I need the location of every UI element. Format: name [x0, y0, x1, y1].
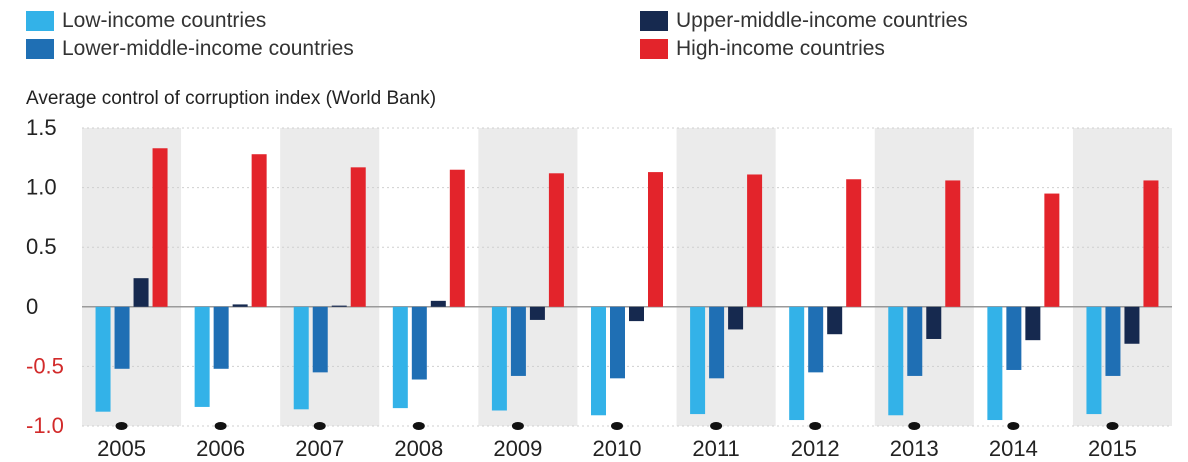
bar-2009-series-2 [529, 306, 545, 320]
bar-2007-series-0 [293, 306, 309, 410]
x-axis-marker-2006 [214, 422, 227, 430]
x-axis-marker-2009 [511, 422, 524, 430]
y-tick-label: -1.0 [26, 413, 64, 438]
x-axis-marker-2012 [809, 422, 822, 430]
bar-2008-series-0 [392, 306, 408, 409]
x-tick-label-2005: 2005 [97, 436, 146, 461]
bar-2010-series-0 [591, 306, 606, 416]
bar-2011-series-0 [690, 306, 706, 415]
x-tick-label-2009: 2009 [493, 436, 542, 461]
bar-2009-series-3 [548, 173, 564, 307]
bar-2012-series-3 [846, 179, 862, 307]
bar-2010-series-3 [648, 172, 663, 307]
bar-2008-series-2 [430, 300, 446, 307]
bar-2006-series-0 [194, 306, 210, 407]
bar-2013-series-1 [907, 306, 923, 376]
bar-2007-series-2 [331, 305, 347, 307]
bar-2015-series-3 [1143, 180, 1159, 307]
legend-item-high-income: High-income countries [640, 34, 885, 64]
legend-label-lower-middle-income: Lower-middle-income countries [62, 37, 354, 60]
bar-2015-series-0 [1086, 306, 1102, 415]
legend-swatch-high-income [640, 39, 668, 59]
bar-2006-series-2 [232, 304, 248, 307]
bar-2008-series-3 [449, 169, 465, 307]
x-tick-label-2013: 2013 [890, 436, 939, 461]
legend-item-lower-middle-income: Lower-middle-income countries [26, 34, 354, 64]
x-tick-label-2007: 2007 [295, 436, 344, 461]
x-axis-marker-2013 [908, 422, 921, 430]
bar-2005-series-1 [114, 306, 130, 369]
y-tick-label: 0.5 [26, 234, 57, 259]
legend-swatch-upper-middle-income [640, 11, 668, 31]
y-axis-label: Average control of corruption index (Wor… [26, 88, 437, 109]
bar-2006-series-1 [213, 306, 229, 369]
legend: Low-income countries Lower-middle-income… [0, 0, 1188, 70]
bar-2005-series-3 [152, 148, 168, 307]
legend-label-high-income: High-income countries [676, 37, 885, 60]
x-tick-label-2011: 2011 [692, 436, 739, 461]
bar-2014-series-1 [1006, 306, 1022, 370]
bar-2009-series-1 [510, 306, 526, 376]
bar-2007-series-3 [350, 167, 366, 307]
legend-label-low-income: Low-income countries [62, 9, 267, 32]
x-tick-label-2014: 2014 [989, 436, 1038, 461]
y-tick-label: -0.5 [26, 353, 64, 378]
x-axis-marker-2008 [412, 422, 425, 430]
bar-2013-series-2 [926, 306, 942, 339]
legend-swatch-lower-middle-income [26, 39, 54, 59]
bar-2007-series-1 [312, 306, 328, 373]
x-axis-marker-2005 [115, 422, 128, 430]
x-tick-label-2012: 2012 [791, 436, 840, 461]
legend-item-upper-middle-income: Upper-middle-income countries [640, 6, 968, 36]
bar-2014-series-3 [1044, 193, 1060, 307]
x-tick-label-2006: 2006 [196, 436, 245, 461]
x-tick-label-2008: 2008 [394, 436, 443, 461]
x-axis-marker-2007 [313, 422, 326, 430]
bar-2014-series-2 [1025, 306, 1041, 341]
bar-2015-series-2 [1124, 306, 1140, 344]
bar-2010-series-1 [610, 306, 625, 379]
y-tick-label: 0 [26, 294, 38, 319]
bar-2011-series-2 [728, 306, 744, 330]
x-tick-label-2010: 2010 [593, 436, 642, 461]
x-axis-marker-2014 [1007, 422, 1020, 430]
legend-swatch-low-income [26, 11, 54, 31]
legend-label-upper-middle-income: Upper-middle-income countries [676, 9, 968, 32]
bar-2012-series-1 [808, 306, 824, 373]
y-tick-label: 1.0 [26, 175, 57, 200]
bar-2008-series-1 [411, 306, 427, 380]
bar-2006-series-3 [251, 154, 267, 307]
bar-2015-series-1 [1105, 306, 1121, 376]
bar-2012-series-0 [789, 306, 805, 421]
bar-2013-series-3 [945, 180, 961, 307]
bar-2010-series-2 [629, 306, 644, 322]
bar-2005-series-0 [95, 306, 111, 412]
bar-2009-series-0 [491, 306, 507, 411]
y-tick-label: 1.5 [26, 115, 57, 140]
bar-2011-series-1 [709, 306, 725, 379]
x-tick-label-2015: 2015 [1088, 436, 1137, 461]
bar-2014-series-0 [987, 306, 1003, 421]
bar-2012-series-2 [827, 306, 843, 335]
x-axis-marker-2015 [1106, 422, 1119, 430]
x-axis-marker-2011 [710, 422, 723, 430]
legend-item-low-income: Low-income countries [26, 6, 266, 36]
bar-2013-series-0 [888, 306, 904, 416]
bar-2005-series-2 [133, 278, 149, 307]
x-axis-marker-2010 [611, 422, 623, 430]
bar-2011-series-3 [747, 174, 763, 307]
